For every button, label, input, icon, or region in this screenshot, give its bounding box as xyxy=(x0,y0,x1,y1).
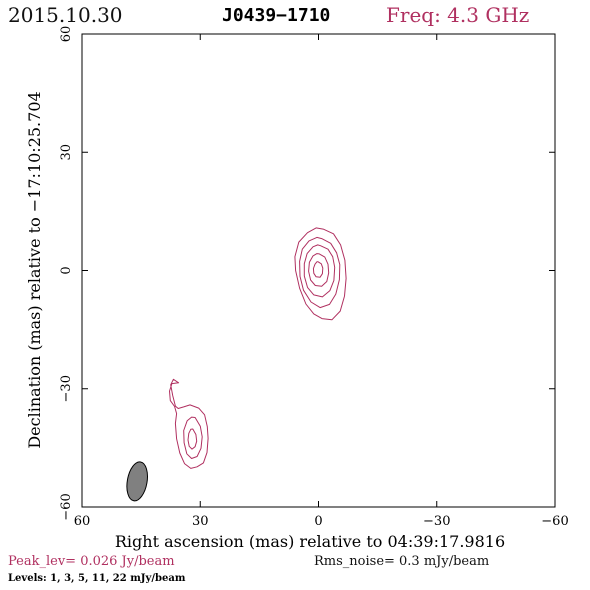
x-tick-label: −30 xyxy=(423,514,450,529)
y-tick-label: 0 xyxy=(59,266,74,274)
y-tick-label: 60 xyxy=(59,26,74,43)
x-axis-label: Right ascension (mas) relative to 04:39:… xyxy=(115,532,505,551)
observation-date: 2015.10.30 xyxy=(8,3,123,27)
core-contour-5 xyxy=(312,261,324,278)
beam-group xyxy=(126,461,148,502)
x-tick-label: 30 xyxy=(192,514,209,529)
axis-ticks xyxy=(81,33,556,508)
jet-contour-1 xyxy=(169,378,209,469)
rms-noise: Rms_noise= 0.3 mJy/beam xyxy=(314,554,490,569)
x-tick-label: −60 xyxy=(541,514,568,529)
beam-ellipse xyxy=(126,461,148,502)
peak-level: Peak_lev= 0.026 Jy/beam xyxy=(8,554,175,569)
contours-group xyxy=(169,227,347,469)
jet-contour-2 xyxy=(183,416,203,459)
y-tick-label: −60 xyxy=(59,493,74,520)
y-axis-label: Declination (mas) relative to −17:10:25.… xyxy=(25,91,44,448)
core-contour-2 xyxy=(299,236,341,309)
plot-frame xyxy=(81,33,556,508)
contour-levels: Levels: 1, 3, 5, 11, 22 mJy/beam xyxy=(8,573,186,584)
source-name: J0439−1710 xyxy=(222,5,331,26)
jet-contour-3 xyxy=(187,428,198,450)
x-tick-label: 60 xyxy=(74,514,91,529)
tick-labels: 60 30 0 −30 −60 −60 −30 0 30 60 xyxy=(59,26,569,529)
x-tick-label: 0 xyxy=(314,514,322,529)
core-contour-4 xyxy=(308,253,330,287)
frequency-label: Freq: 4.3 GHz xyxy=(386,3,530,27)
core-contour-1 xyxy=(294,227,347,321)
y-tick-label: 30 xyxy=(59,144,74,161)
y-tick-label: −30 xyxy=(59,375,74,402)
core-contour-3 xyxy=(303,244,336,298)
